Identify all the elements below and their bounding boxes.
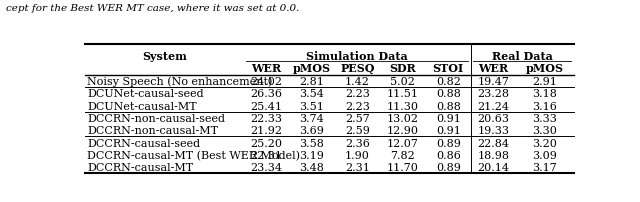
- Text: 3.16: 3.16: [532, 101, 557, 111]
- Text: 21.24: 21.24: [477, 101, 509, 111]
- Text: STOI: STOI: [433, 63, 464, 74]
- Text: 2.81: 2.81: [300, 77, 324, 86]
- Text: 24.02: 24.02: [250, 77, 282, 86]
- Text: DCCRN-causal-MT (Best WER Model): DCCRN-causal-MT (Best WER Model): [88, 150, 300, 160]
- Text: DCCRN-non-causal-seed: DCCRN-non-causal-seed: [88, 113, 225, 123]
- Text: 3.48: 3.48: [300, 162, 324, 172]
- Text: 3.54: 3.54: [300, 89, 324, 99]
- Text: WER: WER: [252, 63, 282, 74]
- Text: PESQ: PESQ: [340, 63, 374, 74]
- Text: 22.33: 22.33: [250, 113, 282, 123]
- Text: DCUNet-causal-seed: DCUNet-causal-seed: [88, 89, 204, 99]
- Text: 3.30: 3.30: [532, 126, 557, 136]
- Text: 2.91: 2.91: [532, 77, 557, 86]
- Text: DCCRN-causal-MT: DCCRN-causal-MT: [88, 162, 193, 172]
- Text: 12.90: 12.90: [387, 126, 419, 136]
- Text: 18.98: 18.98: [477, 150, 509, 160]
- Text: 3.20: 3.20: [532, 138, 557, 148]
- Text: 22.84: 22.84: [477, 138, 509, 148]
- Text: 20.14: 20.14: [477, 162, 509, 172]
- Text: 3.17: 3.17: [532, 162, 557, 172]
- Text: 0.89: 0.89: [436, 162, 461, 172]
- Text: 3.09: 3.09: [532, 150, 557, 160]
- Text: 11.30: 11.30: [387, 101, 419, 111]
- Text: 19.33: 19.33: [477, 126, 509, 136]
- Text: pMOS: pMOS: [526, 63, 564, 74]
- Text: 0.89: 0.89: [436, 138, 461, 148]
- Text: 23.28: 23.28: [477, 89, 509, 99]
- Text: pMOS: pMOS: [293, 63, 331, 74]
- Text: Simulation Data: Simulation Data: [307, 51, 408, 62]
- Text: 7.82: 7.82: [390, 150, 415, 160]
- Text: 26.36: 26.36: [250, 89, 282, 99]
- Text: 5.02: 5.02: [390, 77, 415, 86]
- Text: 21.92: 21.92: [250, 126, 282, 136]
- Text: 25.20: 25.20: [250, 138, 282, 148]
- Text: 20.63: 20.63: [477, 113, 509, 123]
- Text: 0.91: 0.91: [436, 113, 461, 123]
- Text: 22.31: 22.31: [250, 150, 282, 160]
- Text: 11.70: 11.70: [387, 162, 419, 172]
- Text: 2.31: 2.31: [345, 162, 370, 172]
- Text: 3.74: 3.74: [300, 113, 324, 123]
- Text: 13.02: 13.02: [387, 113, 419, 123]
- Text: DCCRN-causal-seed: DCCRN-causal-seed: [88, 138, 200, 148]
- Text: 3.19: 3.19: [300, 150, 324, 160]
- Text: 0.82: 0.82: [436, 77, 461, 86]
- Text: 1.90: 1.90: [345, 150, 370, 160]
- Text: 2.59: 2.59: [345, 126, 370, 136]
- Text: 0.88: 0.88: [436, 101, 461, 111]
- Text: 3.33: 3.33: [532, 113, 557, 123]
- Text: Real Data: Real Data: [492, 51, 553, 62]
- Text: 0.86: 0.86: [436, 150, 461, 160]
- Text: 3.69: 3.69: [300, 126, 324, 136]
- Text: 3.18: 3.18: [532, 89, 557, 99]
- Text: DCUNet-causal-MT: DCUNet-causal-MT: [88, 101, 197, 111]
- Text: 1.42: 1.42: [345, 77, 370, 86]
- Text: 23.34: 23.34: [250, 162, 282, 172]
- Text: 2.23: 2.23: [345, 101, 370, 111]
- Text: 2.57: 2.57: [345, 113, 370, 123]
- Text: cept for the Best WER MT case, where it was set at 0.0.: cept for the Best WER MT case, where it …: [6, 4, 300, 13]
- Text: System: System: [142, 51, 187, 62]
- Text: 3.58: 3.58: [300, 138, 324, 148]
- Text: Noisy Speech (No enhancement): Noisy Speech (No enhancement): [88, 76, 273, 87]
- Text: 2.36: 2.36: [345, 138, 370, 148]
- Text: 11.51: 11.51: [387, 89, 419, 99]
- Text: SDR: SDR: [389, 63, 416, 74]
- Text: 12.07: 12.07: [387, 138, 419, 148]
- Text: 25.41: 25.41: [250, 101, 282, 111]
- Text: WER: WER: [479, 63, 509, 74]
- Text: 19.47: 19.47: [477, 77, 509, 86]
- Text: DCCRN-non-causal-MT: DCCRN-non-causal-MT: [88, 126, 218, 136]
- Text: 0.88: 0.88: [436, 89, 461, 99]
- Text: 3.51: 3.51: [300, 101, 324, 111]
- Text: 2.23: 2.23: [345, 89, 370, 99]
- Text: 0.91: 0.91: [436, 126, 461, 136]
